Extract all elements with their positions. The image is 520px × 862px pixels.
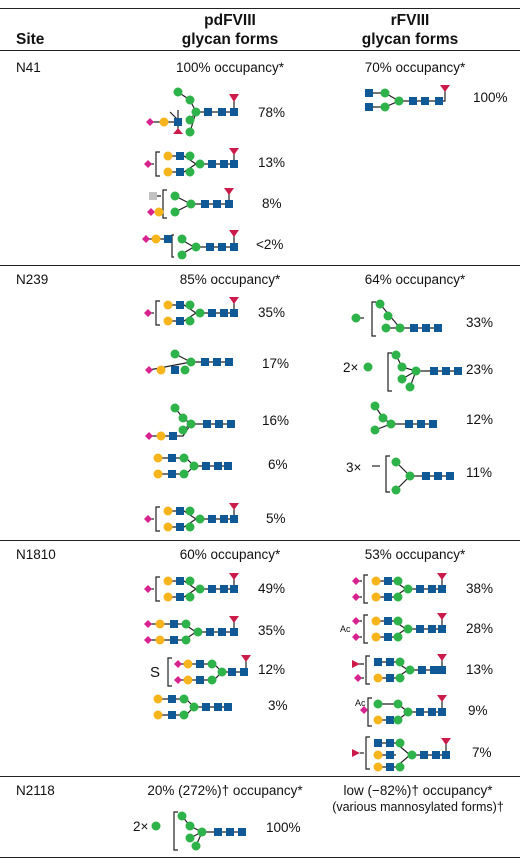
- occupancy-n239-pd: 85% occupancy*: [179, 272, 281, 287]
- occupancy-n2118-r: low (−82%)† occupancy* (various mannosyl…: [318, 783, 518, 815]
- site-n2118: N2118: [16, 783, 55, 798]
- glycan-n1810-r-2: [352, 613, 447, 644]
- occupancy-n2118-pd: 20% (272%)† occupancy*: [147, 783, 303, 798]
- glycan-n41-pd-1: [146, 87, 239, 137]
- label-n1810-pd-s: S: [150, 664, 161, 681]
- glycan-n1810-r-3: [352, 654, 447, 685]
- header-rule: [0, 50, 520, 51]
- pct-n1810-pd-3: 12%: [258, 662, 286, 677]
- rule-n239: [0, 540, 520, 541]
- occupancy-n1810-r: 53% occupancy*: [364, 547, 466, 562]
- occupancy-n239-r: 64% occupancy*: [364, 272, 466, 287]
- pct-n1810-r-2: 28%: [466, 621, 494, 636]
- glycan-n239-r-4: [372, 455, 454, 495]
- pct-n239-pd-3: 16%: [262, 413, 290, 428]
- glycan-n41-pd-2: [144, 148, 239, 177]
- glycan-n1810-r-1: [352, 573, 447, 604]
- pct-n239-pd-1: 35%: [258, 305, 286, 320]
- occupancy-n41-pd: 100% occupancy*: [175, 60, 285, 75]
- occupancy-n1810-pd: 60% occupancy*: [179, 547, 281, 562]
- pct-n1810-r-5: 7%: [472, 745, 492, 760]
- pct-n2118-pd-1: 100%: [266, 820, 301, 835]
- multiplier-n2118-pd: 2×: [133, 819, 149, 834]
- occupancy-n41-r: 70% occupancy*: [364, 60, 466, 75]
- header-pdfviii-line2: glycan forms: [181, 31, 279, 48]
- label-n1810-r-4-ac: Ac: [355, 698, 366, 708]
- pct-n239-pd-4: 6%: [268, 457, 288, 472]
- glycan-n41-r-1: [365, 85, 450, 112]
- pct-n239-r-1: 33%: [466, 315, 494, 330]
- header-rfviii-line1: rFVIII: [390, 12, 430, 29]
- pct-n41-pd-4: <2%: [256, 237, 284, 252]
- site-n41: N41: [16, 60, 41, 75]
- pct-n1810-r-3: 13%: [466, 662, 494, 677]
- pct-n41-pd-2: 13%: [258, 155, 286, 170]
- pct-n1810-r-1: 38%: [466, 581, 494, 596]
- pct-n1810-pd-2: 35%: [258, 623, 286, 638]
- glycan-n1810-pd-4: [153, 694, 232, 720]
- glycan-n1810-pd-2: [144, 616, 239, 645]
- glycan-n1810-r-5: [352, 736, 451, 772]
- multiplier-n239-r-2: 2×: [343, 360, 359, 375]
- header-rfviii-line2: glycan forms: [361, 31, 459, 48]
- pct-n1810-pd-4: 3%: [268, 698, 288, 713]
- glycan-n239-pd-3: [145, 403, 235, 441]
- header-pdfviii: pdFVIII glycan forms: [140, 11, 320, 49]
- bottom-rule: [0, 857, 520, 858]
- site-n1810: N1810: [16, 547, 56, 562]
- label-n1810-r-2-ac: Ac: [340, 624, 351, 634]
- pct-n41-r-1: 100%: [473, 90, 508, 105]
- header-rfviii: rFVIII glycan forms: [320, 11, 500, 49]
- glycan-n1810-r-4: [360, 695, 447, 727]
- glycan-n1810-pd-3: [167, 655, 251, 687]
- glycan-n2118-pd-1: [151, 811, 246, 851]
- occupancy-n2118-r-line1: low (−82%)† occupancy*: [343, 783, 493, 798]
- glycan-n1810-pd-1: [144, 573, 239, 602]
- header-pdfviii-line1: pdFVIII: [204, 12, 256, 29]
- rule-n1810: [0, 776, 520, 777]
- pct-n1810-pd-1: 49%: [258, 581, 286, 596]
- site-n239: N239: [16, 272, 49, 287]
- glycan-n239-pd-5: [144, 503, 239, 532]
- glycan-n41-pd-3: [147, 188, 234, 219]
- glycan-n239-pd-1: [144, 297, 239, 326]
- pct-n1810-r-4: 9%: [468, 703, 488, 718]
- glycan-n239-r-2: [363, 350, 462, 392]
- header-site: Site: [16, 31, 45, 48]
- pct-n41-pd-3: 8%: [262, 196, 282, 211]
- multiplier-n239-r-4: 3×: [346, 460, 362, 475]
- pct-n239-pd-2: 17%: [262, 356, 290, 371]
- pct-n41-pd-1: 78%: [258, 105, 286, 120]
- pct-n239-r-3: 12%: [466, 412, 494, 427]
- occupancy-n2118-r-line2: (various mannosylated forms)†: [332, 800, 504, 814]
- glycan-n41-pd-4: [142, 230, 239, 260]
- rule-n41: [0, 265, 520, 266]
- pct-n239-r-2: 23%: [466, 362, 494, 377]
- glycan-n239-pd-4: [153, 453, 232, 479]
- top-rule: [0, 8, 520, 9]
- glycan-n239-r-1: [351, 299, 442, 337]
- pct-n239-pd-5: 5%: [266, 511, 286, 526]
- glycan-n239-pd-2: [145, 349, 233, 375]
- pct-n239-r-4: 11%: [466, 465, 493, 480]
- glycan-n239-r-3: [370, 401, 437, 435]
